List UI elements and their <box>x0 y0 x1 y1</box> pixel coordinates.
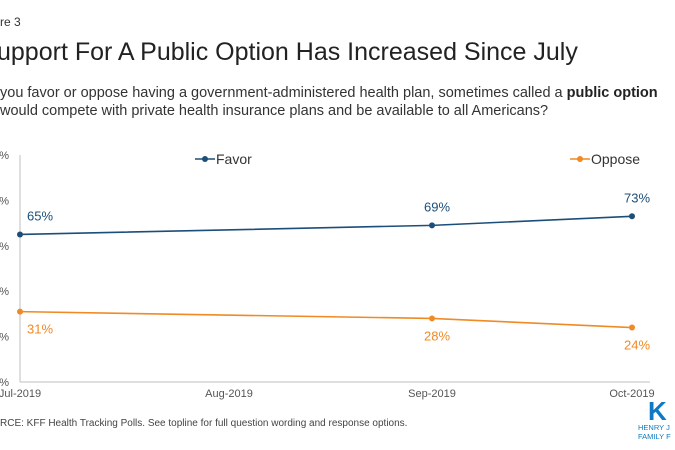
x-tick-label: Jul-2019 <box>0 388 41 400</box>
chart-title: upport For A Public Option Has Increased… <box>0 38 578 66</box>
y-tick-label: 0% <box>0 377 9 389</box>
data-label: 65% <box>27 208 53 223</box>
x-tick-label: Sep-2019 <box>408 388 456 400</box>
legend-label-oppose: Oppose <box>591 151 640 167</box>
y-tick-label: 60% <box>0 241 9 253</box>
data-label: 24% <box>624 338 650 353</box>
data-point <box>17 308 23 315</box>
data-point <box>17 231 23 238</box>
data-label: 28% <box>424 328 450 343</box>
question-line-1: you favor or oppose having a government-… <box>0 85 658 101</box>
y-tick-label: 80% <box>0 195 9 207</box>
y-tick-label: 100% <box>0 150 9 162</box>
question-line-2: would compete with private health insura… <box>0 103 549 119</box>
series-line-favor <box>19 215 633 236</box>
data-point <box>629 324 635 331</box>
logo-line-1: HENRY J <box>638 423 670 432</box>
legend-label-favor: Favor <box>216 151 252 167</box>
legend-marker <box>577 156 583 162</box>
data-label: 31% <box>27 322 53 337</box>
data-label: 69% <box>424 199 450 214</box>
data-point <box>429 222 435 229</box>
series-line-oppose <box>19 310 633 329</box>
figure-label: re 3 <box>0 15 21 29</box>
data-label: 73% <box>624 190 650 205</box>
data-point <box>629 213 635 220</box>
y-tick-label: 20% <box>0 332 9 344</box>
kff-logo: K HENRY J FAMILY F <box>638 396 675 447</box>
source-note: RCE: KFF Health Tracking Polls. See topl… <box>0 418 408 429</box>
question-text: you favor or oppose having a government-… <box>0 85 567 101</box>
x-tick-label: Aug-2019 <box>205 388 253 400</box>
logo-line-2: FAMILY F <box>638 432 671 441</box>
data-point <box>429 315 435 322</box>
question-bold: public option <box>566 85 658 101</box>
logo-letter: K <box>648 396 667 426</box>
x-tick-label: Oct-2019 <box>609 388 654 400</box>
y-tick-label: 40% <box>0 286 9 298</box>
legend-marker <box>202 156 208 162</box>
